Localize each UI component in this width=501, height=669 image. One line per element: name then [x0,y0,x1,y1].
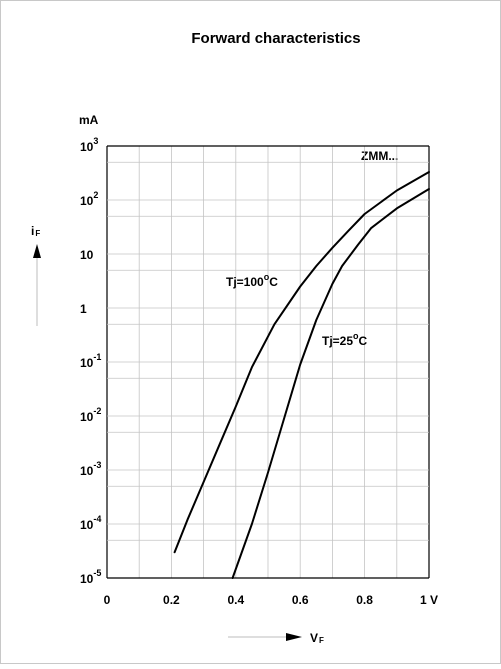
x-tick-label: 0.2 [163,593,180,607]
y-axis-symbol: iF [31,224,40,238]
device-label: ZMM... [361,149,398,163]
y-axis-arrow-head [33,244,41,258]
x-tick-label: 0.4 [227,593,244,607]
y-unit-label: mA [79,113,99,127]
y-tick-label: 10 [80,248,94,262]
x-tick-label: 0 [104,593,111,607]
x-axis-arrow-head [286,633,302,641]
series-label-tj100: Tj=100oC [226,272,278,289]
y-tick-label: 10-3 [80,460,101,478]
series-label-tj25: Tj=25oC [322,331,368,348]
series-line-0 [173,171,430,554]
chart-title: Forward characteristics [191,30,360,47]
y-tick-label: 10-5 [80,568,101,586]
y-tick-label: 10-4 [80,514,101,532]
x-tick-label: 0.8 [356,593,373,607]
y-tick-label: 1 [80,302,87,316]
x-tick-label: 1 V [420,593,438,607]
grid [106,145,430,579]
series-line-1 [231,188,430,579]
x-axis-symbol: VF [310,631,324,645]
tick-labels: 0 0.2 0.4 0.6 0.8 1 V10310210110-110-210-310-… [80,136,438,607]
y-tick-label: 10-2 [80,406,101,424]
y-tick-label: 102 [80,190,98,208]
series-lines [173,171,430,579]
y-tick-label: 10-1 [80,352,101,370]
x-tick-label: 0.6 [292,593,309,607]
y-tick-label: 103 [80,136,98,154]
